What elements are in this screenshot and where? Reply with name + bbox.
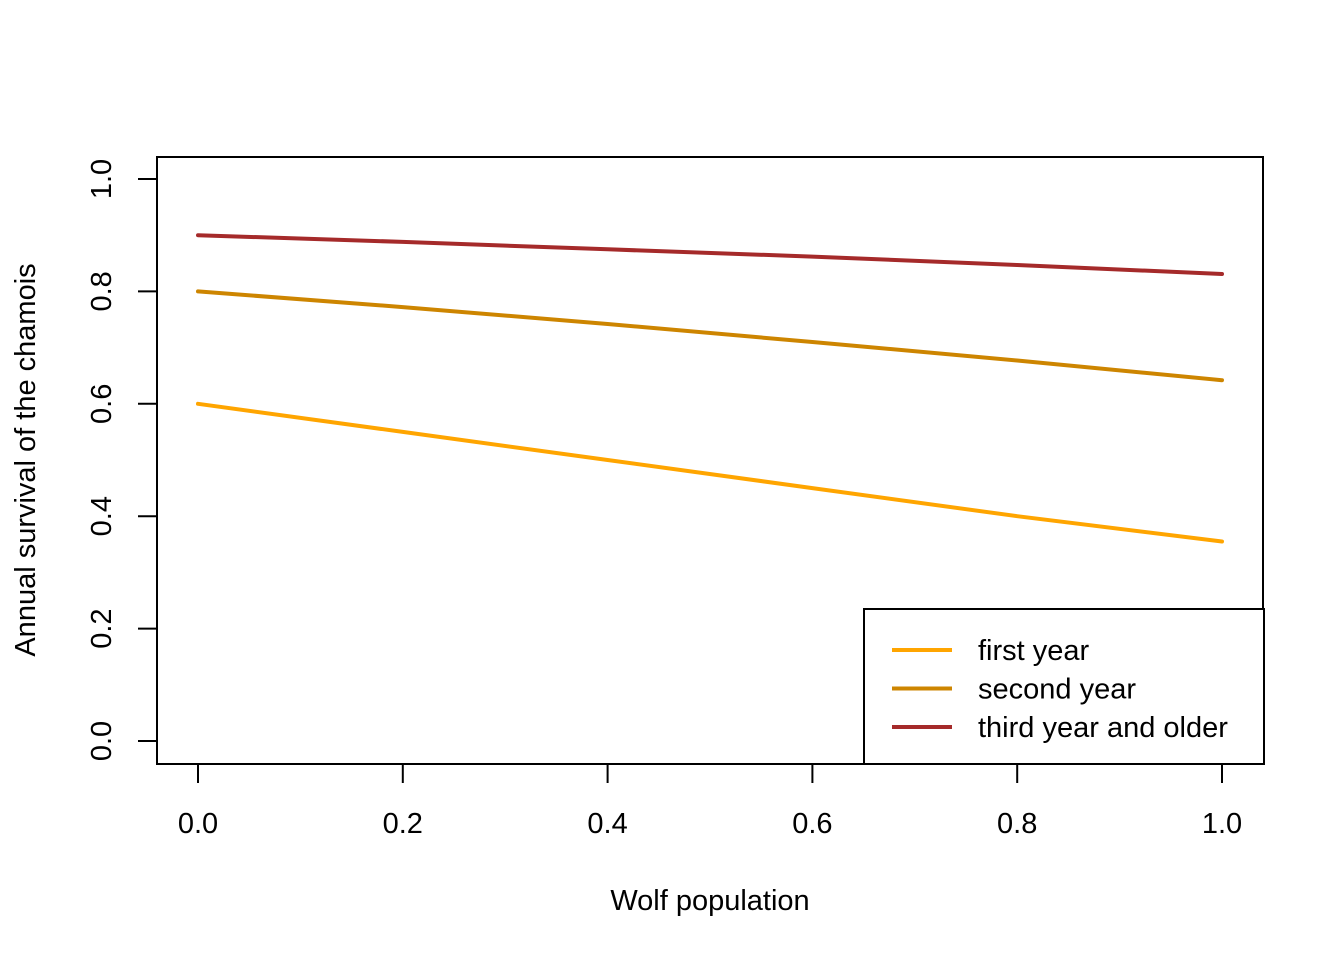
y-axis: 0.0 0.2 0.4 0.6 0.8 1.0	[86, 159, 158, 761]
series-line-2	[196, 289, 1224, 383]
y-tick-label: 0.2	[86, 608, 118, 648]
y-tick-label: 0.0	[86, 721, 118, 761]
x-tick-label: 0.8	[997, 808, 1037, 840]
y-axis-title: Annual survival of the chamois	[10, 263, 42, 656]
x-tick-label: 0.4	[587, 808, 627, 840]
y-tick-label: 0.4	[86, 496, 118, 536]
y-tick-label: 0.8	[86, 271, 118, 311]
x-tick-label: 0.2	[383, 808, 423, 840]
legend-label-3: third year and older	[978, 712, 1228, 744]
x-tick-label: 0.6	[792, 808, 832, 840]
series-line-3	[196, 233, 1224, 276]
x-axis: 0.0 0.2 0.4 0.6 0.8 1.0	[178, 763, 1242, 840]
x-axis-title: Wolf population	[610, 885, 809, 917]
series-group	[196, 233, 1224, 544]
legend: first year second year third year and olde…	[863, 608, 1265, 765]
legend-label-2: second year	[978, 674, 1136, 706]
y-tick-label: 1.0	[86, 159, 118, 199]
y-tick-label: 0.6	[86, 384, 118, 424]
legend-label-1: first year	[978, 635, 1090, 667]
series-line-1	[196, 401, 1224, 544]
x-tick-label: 0.0	[178, 808, 218, 840]
x-tick-label: 1.0	[1202, 808, 1242, 840]
